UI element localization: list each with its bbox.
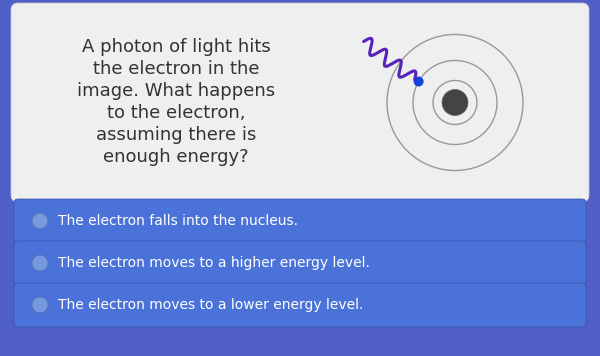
Circle shape <box>442 89 468 115</box>
Text: enough energy?: enough energy? <box>103 148 249 167</box>
FancyBboxPatch shape <box>14 199 586 243</box>
Circle shape <box>32 213 48 229</box>
Text: The electron moves to a lower energy level.: The electron moves to a lower energy lev… <box>58 298 364 312</box>
Circle shape <box>32 255 48 271</box>
FancyBboxPatch shape <box>14 283 586 327</box>
FancyBboxPatch shape <box>14 241 586 285</box>
Circle shape <box>413 77 424 87</box>
Text: the electron in the: the electron in the <box>92 61 259 79</box>
Circle shape <box>32 297 48 313</box>
Text: The electron moves to a higher energy level.: The electron moves to a higher energy le… <box>58 256 370 270</box>
Text: image. What happens: image. What happens <box>77 83 275 100</box>
Text: assuming there is: assuming there is <box>96 126 256 145</box>
Text: The electron falls into the nucleus.: The electron falls into the nucleus. <box>58 214 298 228</box>
Text: A photon of light hits: A photon of light hits <box>82 38 270 57</box>
Text: to the electron,: to the electron, <box>107 105 245 122</box>
FancyBboxPatch shape <box>11 3 589 202</box>
